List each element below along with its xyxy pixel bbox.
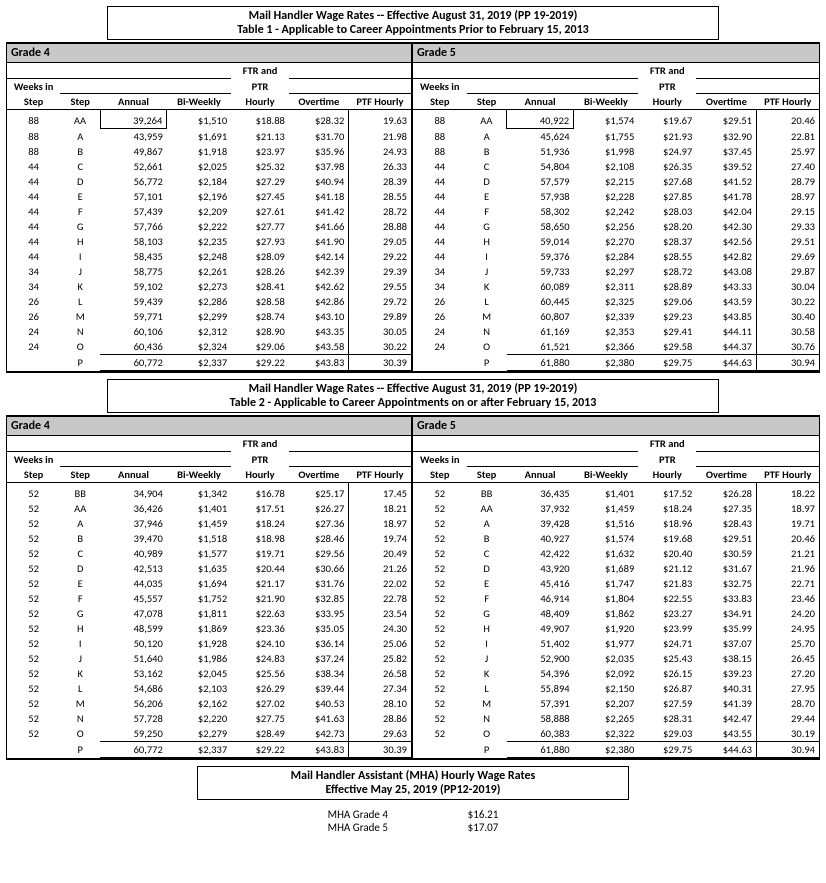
table-row: 44G58,650$2,256$28.20$42.3029.33	[413, 219, 819, 234]
table-row: 44H58,103$2,235$27.93$41.9029.05	[7, 234, 411, 249]
table-row: 52B40,927$1,574$19.68$29.5120.46	[413, 531, 819, 546]
table-row: 52B39,470$1,518$18.98$28.4619.74	[7, 531, 411, 546]
grade-panel: Grade 4FTR andWeeks inPTRStepStepAnnualB…	[7, 44, 413, 371]
table-row: 52K53,162$2,045$25.56$38.3426.58	[7, 666, 411, 681]
table-row: 52AA36,426$1,401$17.51$26.2718.21	[7, 501, 411, 516]
table-row: 24O61,521$2,366$29.58$44.3730.76	[413, 339, 819, 355]
table-row: 52H49,907$1,920$23.99$35.9924.95	[413, 621, 819, 636]
grade-panel: Grade 5FTR andWeeks inPTRStepStepAnnualB…	[413, 417, 819, 758]
table-row: 52F45,557$1,752$21.90$32.8522.78	[7, 591, 411, 606]
table-row: 26L59,439$2,286$28.58$42.8629.72	[7, 294, 411, 309]
table-row: P61,880$2,380$29.75$44.6330.94	[413, 355, 819, 371]
table-row: 44H59,014$2,270$28.37$42.5629.51	[413, 234, 819, 249]
mha-row: MHA Grade 5$17.07	[6, 821, 820, 834]
grade-panel: Grade 4FTR andWeeks inPTRStepStepAnnualB…	[7, 417, 413, 758]
table-row: 52A39,428$1,516$18.96$28.4319.71	[413, 516, 819, 531]
table-row: 52E44,035$1,694$21.17$31.7622.02	[7, 576, 411, 591]
table-row: 34K60,089$2,311$28.89$43.3330.04	[413, 279, 819, 294]
table-row: 52E45,416$1,747$21.83$32.7522.71	[413, 576, 819, 591]
grade-header: Grade 5	[413, 44, 819, 63]
table-row: 52C40,989$1,577$19.71$29.5620.49	[7, 546, 411, 561]
table-row: 44F58,302$2,242$28.03$42.0429.15	[413, 204, 819, 219]
table-row: 26L60,445$2,325$29.06$43.5930.22	[413, 294, 819, 309]
wage-table: FTR andWeeks inPTRStepStepAnnualBi-Weekl…	[413, 436, 819, 758]
table-row: 88B49,867$1,918$23.97$35.9624.93	[7, 144, 411, 159]
table-row: 52L55,894$2,150$26.87$40.3127.95	[413, 681, 819, 696]
table-row: 52C42,422$1,632$20.40$30.5921.21	[413, 546, 819, 561]
table-row: 88B51,936$1,998$24.97$37.4525.97	[413, 144, 819, 159]
table-row: 52J52,900$2,035$25.43$38.1526.45	[413, 651, 819, 666]
table-row: 26M59,771$2,299$28.74$43.1029.89	[7, 309, 411, 324]
table-row: 52D42,513$1,635$20.44$30.6621.26	[7, 561, 411, 576]
table-row: 52G48,409$1,862$23.27$34.9124.20	[413, 606, 819, 621]
table-row: 34J58,775$2,261$28.26$42.3929.39	[7, 264, 411, 279]
table-row: 52I50,120$1,928$24.10$36.1425.06	[7, 636, 411, 651]
table-row: 52A37,946$1,459$18.24$27.3618.97	[7, 516, 411, 531]
table-row: 52BB36,435$1,401$17.52$26.2818.22	[413, 483, 819, 502]
table-row: 24O60,436$2,324$29.06$43.5830.22	[7, 339, 411, 355]
table-row: 52AA37,932$1,459$18.24$27.3518.97	[413, 501, 819, 516]
table-row: 44D57,579$2,215$27.68$41.5228.79	[413, 174, 819, 189]
mha-title: Mail Handler Assistant (MHA) Hourly Wage…	[197, 766, 629, 800]
table-row: 44E57,101$2,196$27.45$41.1828.55	[7, 189, 411, 204]
grade-panel: Grade 5FTR andWeeks inPTRStepStepAnnualB…	[413, 44, 819, 371]
table-row: 52I51,402$1,977$24.71$37.0725.70	[413, 636, 819, 651]
table-row: 24N61,169$2,353$29.41$44.1130.58	[413, 324, 819, 339]
mha-row: MHA Grade 4$16.21	[6, 808, 820, 821]
table-row: 44F57,439$2,209$27.61$41.4228.72	[7, 204, 411, 219]
table-row: 52D43,920$1,689$21.12$31.6721.96	[413, 561, 819, 576]
table-row: 34J59,733$2,297$28.72$43.0829.87	[413, 264, 819, 279]
table-row: 52H48,599$1,869$23.36$35.0524.30	[7, 621, 411, 636]
table-row: 52K54,396$2,092$26.15$39.2327.20	[413, 666, 819, 681]
table-row: 88A45,624$1,755$21.93$32.9022.81	[413, 129, 819, 145]
table-row: 52N58,888$2,265$28.31$42.4729.44	[413, 711, 819, 726]
table-row: 44I59,376$2,284$28.55$42.8229.69	[413, 249, 819, 264]
table-row: 52M56,206$2,162$27.02$40.5328.10	[7, 696, 411, 711]
table-row: 52O60,383$2,322$29.03$43.5530.19	[413, 726, 819, 742]
table-row: 44E57,938$2,228$27.85$41.7828.97	[413, 189, 819, 204]
table-row: 52N57,728$2,220$27.75$41.6328.86	[7, 711, 411, 726]
wage-table: FTR andWeeks inPTRStepStepAnnualBi-Weekl…	[7, 63, 411, 371]
table-row: 88A43,959$1,691$21.13$31.7021.98	[7, 129, 411, 145]
wage-table-container: Grade 4FTR andWeeks inPTRStepStepAnnualB…	[6, 42, 820, 373]
table-row: 52BB34,904$1,342$16.78$25.1717.45	[7, 483, 411, 502]
table-row: 44G57,766$2,222$27.77$41.6628.88	[7, 219, 411, 234]
table-row: 24N60,106$2,312$28.90$43.3530.05	[7, 324, 411, 339]
table-row: 52M57,391$2,207$27.59$41.3928.70	[413, 696, 819, 711]
table-row: 52J51,640$1,986$24.83$37.2425.82	[7, 651, 411, 666]
table-row: 34K59,102$2,273$28.41$42.6229.55	[7, 279, 411, 294]
grade-header: Grade 4	[7, 44, 411, 63]
table-row: 44D56,772$2,184$27.29$40.9428.39	[7, 174, 411, 189]
table-title: Mail Handler Wage Rates -- Effective Aug…	[107, 379, 719, 413]
table-row: 26M60,807$2,339$29.23$43.8530.40	[413, 309, 819, 324]
table-row: P61,880$2,380$29.75$44.6330.94	[413, 742, 819, 758]
wage-table-container: Grade 4FTR andWeeks inPTRStepStepAnnualB…	[6, 415, 820, 760]
table-row: 44C52,661$2,025$25.32$37.9826.33	[7, 159, 411, 174]
table-row: P60,772$2,337$29.22$43.8330.39	[7, 742, 411, 758]
table-title: Mail Handler Wage Rates -- Effective Aug…	[107, 6, 719, 40]
grade-header: Grade 5	[413, 417, 819, 436]
table-row: 88AA40,922$1,574$19.67$29.5120.46	[413, 110, 819, 129]
table-row: 44I58,435$2,248$28.09$42.1429.22	[7, 249, 411, 264]
table-row: 52G47,078$1,811$22.63$33.9523.54	[7, 606, 411, 621]
table-row: 52F46,914$1,804$22.55$33.8323.46	[413, 591, 819, 606]
grade-header: Grade 4	[7, 417, 411, 436]
table-row: 52O59,250$2,279$28.49$42.7329.63	[7, 726, 411, 742]
wage-table: FTR andWeeks inPTRStepStepAnnualBi-Weekl…	[413, 63, 819, 371]
wage-table: FTR andWeeks inPTRStepStepAnnualBi-Weekl…	[7, 436, 411, 758]
table-row: 88AA39,264$1,510$18.88$28.3219.63	[7, 110, 411, 129]
table-row: 44C54,804$2,108$26.35$39.5227.40	[413, 159, 819, 174]
table-row: 52L54,686$2,103$26.29$39.4427.34	[7, 681, 411, 696]
table-row: P60,772$2,337$29.22$43.8330.39	[7, 355, 411, 371]
